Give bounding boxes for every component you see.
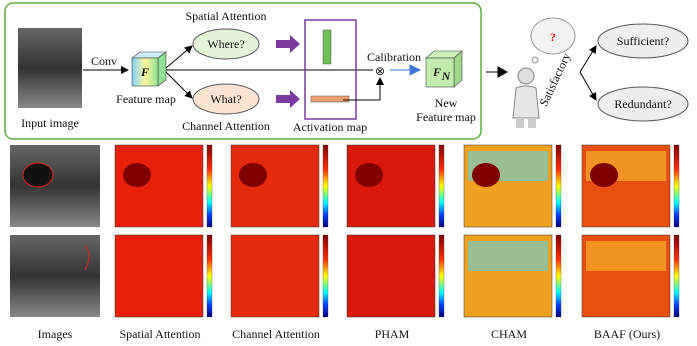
arrow bbox=[276, 35, 300, 53]
colorbar bbox=[556, 145, 561, 227]
lesion-region bbox=[123, 163, 151, 187]
person-leg bbox=[516, 118, 524, 128]
person-body bbox=[513, 86, 539, 118]
column-label: Spatial Attention bbox=[120, 327, 201, 341]
heatmap-region bbox=[586, 241, 666, 271]
new-feature-symbol: F bbox=[432, 65, 441, 79]
column-label: BAAF (Ours) bbox=[594, 327, 660, 341]
feature-symbol: F bbox=[140, 65, 149, 79]
calibration-label: Calibration bbox=[367, 50, 421, 64]
lesion-outline bbox=[23, 163, 53, 187]
heatmap bbox=[115, 235, 203, 317]
figure: Input image Conv F Feature map Spatial A… bbox=[0, 0, 697, 346]
new-feature-label: Feature map bbox=[416, 110, 476, 124]
bubble-dot bbox=[532, 57, 538, 63]
comparison-grid: Images Spatial Attention Channel Attention… bbox=[10, 145, 679, 341]
lesion-region bbox=[239, 163, 267, 187]
what-text: What? bbox=[210, 92, 241, 106]
multiply: ⊗ bbox=[375, 64, 385, 78]
colorbar bbox=[323, 235, 328, 317]
colorbar bbox=[674, 145, 679, 227]
colorbar bbox=[556, 235, 561, 317]
heatmap bbox=[115, 145, 203, 227]
outcome-text: Redundant? bbox=[614, 97, 671, 111]
activation-label: Activation map bbox=[293, 120, 367, 134]
cube-side bbox=[158, 52, 166, 86]
lesion-region bbox=[472, 163, 500, 187]
heatmap bbox=[231, 145, 319, 227]
outcome-text: Sufficient? bbox=[617, 34, 669, 48]
heatmap bbox=[347, 145, 435, 227]
arrow bbox=[486, 67, 507, 77]
arrow bbox=[276, 90, 300, 108]
input-label: Input image bbox=[21, 116, 79, 130]
conv-label: Conv bbox=[91, 54, 117, 68]
lesion-region bbox=[355, 163, 383, 187]
person-leg bbox=[528, 118, 536, 128]
feature-label: Feature map bbox=[116, 92, 176, 106]
colorbar bbox=[207, 145, 212, 227]
arrow bbox=[580, 46, 596, 72]
heatmap bbox=[231, 235, 319, 317]
lesion-region bbox=[590, 163, 618, 187]
ultrasound-image bbox=[10, 145, 100, 227]
column-label: CHAM bbox=[491, 327, 527, 341]
channel-title: Channel Attention bbox=[182, 119, 270, 133]
spatial-activation bbox=[323, 30, 331, 64]
colorbar bbox=[207, 235, 212, 317]
arrow bbox=[580, 72, 596, 100]
new-feature-label: New bbox=[435, 96, 458, 110]
spatial-title: Spatial Attention bbox=[186, 9, 267, 23]
colorbar bbox=[439, 235, 444, 317]
column-label: Channel Attention bbox=[232, 327, 320, 341]
question-mark: ? bbox=[550, 30, 556, 44]
heatmap-region bbox=[468, 241, 548, 271]
arrow bbox=[166, 46, 192, 68]
colorbar bbox=[674, 235, 679, 317]
heatmap bbox=[347, 235, 435, 317]
arrow bbox=[390, 65, 420, 75]
colorbar bbox=[323, 145, 328, 227]
channel-activation bbox=[311, 96, 349, 102]
column-label: PHAM bbox=[375, 327, 410, 341]
input-image bbox=[18, 28, 82, 108]
person-head bbox=[518, 68, 534, 84]
new-feature-subscript: N bbox=[441, 69, 452, 83]
thinker-label: Satisfactory bbox=[536, 51, 573, 109]
where-text: Where? bbox=[207, 37, 244, 51]
column-label: Images bbox=[38, 327, 73, 341]
colorbar bbox=[439, 145, 444, 227]
